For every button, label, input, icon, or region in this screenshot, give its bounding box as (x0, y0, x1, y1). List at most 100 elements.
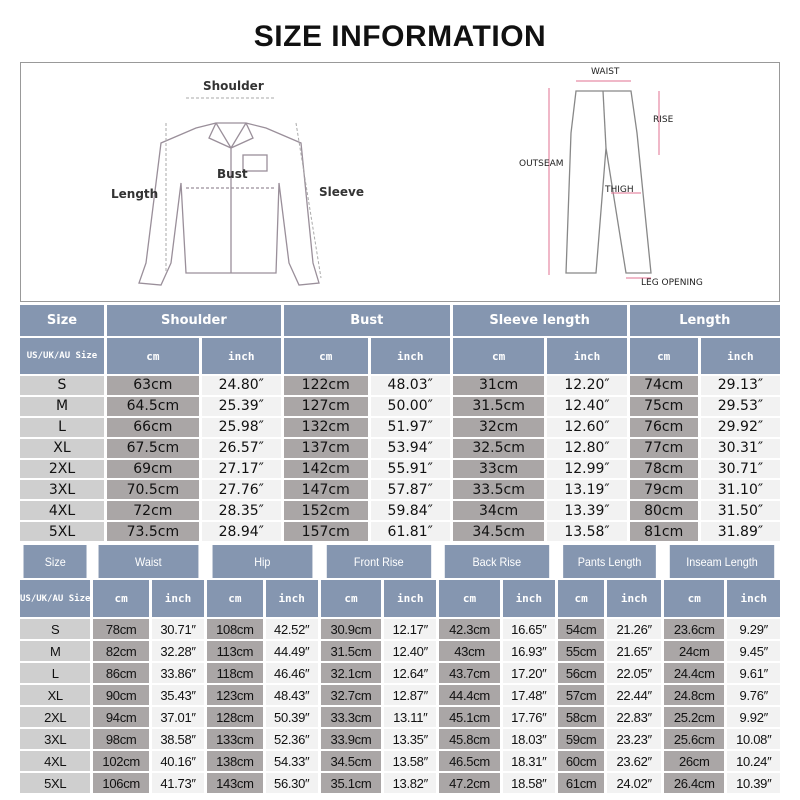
cm-cell: 78cm (629, 459, 698, 479)
inch-cell: 31.10″ (700, 480, 780, 500)
rise-label: RISE (653, 115, 674, 125)
cm-cell: 80cm (629, 501, 698, 521)
cm-cell: 55cm (557, 641, 605, 661)
inch-cell: 12.60″ (547, 417, 627, 437)
cm-cell: 25.6cm (664, 729, 725, 749)
garment-illustration (138, 80, 660, 286)
cm-cell: 86cm (93, 663, 149, 683)
inch-cell: 24.80″ (201, 376, 281, 395)
cm-cell: 81cm (629, 522, 698, 542)
cm-cell: 34cm (452, 501, 545, 521)
inch-cell: 18.03″ (502, 729, 555, 749)
cm-cell: 74cm (629, 376, 698, 395)
cm-cell: 43.7cm (439, 663, 500, 683)
inch-cell: 9.29″ (727, 619, 780, 639)
size-cell: 4XL (20, 501, 104, 521)
inch-cell: 10.08″ (727, 729, 780, 749)
size-cell: L (20, 663, 91, 683)
unit-cm: cm (664, 580, 725, 617)
inch-cell: 29.92″ (700, 417, 780, 437)
top-size-table: Size Shoulder Bust Sleeve length Length US/UK… (17, 303, 783, 543)
cm-cell: 45.8cm (439, 729, 500, 749)
inch-cell: 48.43″ (265, 685, 318, 705)
cm-cell: 106cm (93, 773, 149, 793)
inch-cell: 17.48″ (502, 685, 555, 705)
inch-cell: 41.73″ (151, 773, 205, 793)
unit-cm: cm (557, 580, 605, 617)
cm-cell: 32.7cm (320, 685, 382, 705)
inch-cell: 23.23″ (607, 729, 661, 749)
inch-cell: 35.43″ (151, 685, 205, 705)
header-inseam-length: Inseam Length (669, 545, 775, 578)
cm-cell: 127cm (283, 396, 368, 416)
table-row: M 82cm 32.28″ 113cm 44.49″ 31.5cm 12.40″ 43cm 16… (20, 641, 780, 661)
waist-label: WAIST (591, 67, 620, 77)
unit-row: US/UK/AU Size cm inch cm inch cm inch cm inch (20, 338, 780, 374)
header-front-rise: Front Rise (326, 545, 431, 578)
cm-cell: 33.9cm (320, 729, 382, 749)
unit-inch: inch (384, 580, 437, 617)
inch-cell: 56.30″ (265, 773, 318, 793)
inch-cell: 23.62″ (607, 751, 661, 771)
cm-cell: 152cm (283, 501, 368, 521)
cm-cell: 58cm (557, 707, 605, 727)
table-row: M 64.5cm 25.39″ 127cm 50.00″ 31.5cm 12.40″ 75cm… (20, 396, 780, 416)
cm-cell: 59cm (557, 729, 605, 749)
cm-cell: 133cm (207, 729, 263, 749)
unit-cm: cm (107, 338, 199, 374)
inch-cell: 40.16″ (151, 751, 205, 771)
unit-inch: inch (502, 580, 555, 617)
unit-row: US/UK/AU Size cm inch cm inch cm inch cm inch cm i… (20, 580, 780, 617)
cm-cell: 147cm (283, 480, 368, 500)
cm-cell: 56cm (557, 663, 605, 683)
inch-cell: 50.00″ (370, 396, 450, 416)
cm-cell: 67.5cm (107, 438, 199, 458)
size-cell: XL (20, 685, 91, 705)
inch-cell: 13.82″ (384, 773, 437, 793)
cm-cell: 26.4cm (664, 773, 725, 793)
page-title: SIZE INFORMATION (253, 20, 547, 53)
size-cell: 4XL (20, 751, 91, 771)
inch-cell: 9.45″ (727, 641, 780, 661)
inch-cell: 55.91″ (370, 459, 450, 479)
table-row: 5XL 106cm 41.73″ 143cm 56.30″ 35.1cm 13.82″ 47.… (20, 773, 780, 793)
inch-cell: 31.89″ (700, 522, 780, 542)
inch-cell: 16.93″ (502, 641, 555, 661)
unit-inch: inch (201, 338, 281, 374)
cm-cell: 47.2cm (439, 773, 500, 793)
size-diagram: Shoulder Bust Length Sleeve WAIST RISE O… (20, 62, 780, 302)
cm-cell: 157cm (283, 522, 368, 542)
leg-opening-label: LEG OPENING (641, 278, 703, 288)
cm-cell: 66cm (107, 417, 199, 437)
inch-cell: 24.02″ (607, 773, 661, 793)
size-cell: 3XL (20, 729, 91, 749)
inch-cell: 12.80″ (547, 438, 627, 458)
inch-cell: 12.87″ (384, 685, 437, 705)
table-row: 2XL 69cm 27.17″ 142cm 55.91″ 33cm 12.99″ 78cm 30… (20, 459, 780, 479)
table-row: S 78cm 30.71″ 108cm 42.52″ 30.9cm 12.17″ 42.3cm… (20, 619, 780, 639)
unit-cm: cm (439, 580, 500, 617)
inch-cell: 21.26″ (607, 619, 661, 639)
cm-cell: 123cm (207, 685, 263, 705)
inch-cell: 27.76″ (201, 480, 281, 500)
cm-cell: 33.5cm (452, 480, 545, 500)
inch-cell: 13.11″ (384, 707, 437, 727)
size-cell: 5XL (20, 522, 104, 542)
table-row: 3XL 70.5cm 27.76″ 147cm 57.87″ 33.5cm 13.19″ 79… (20, 480, 780, 500)
cm-cell: 78cm (93, 619, 149, 639)
cm-cell: 108cm (207, 619, 263, 639)
inch-cell: 37.01″ (151, 707, 205, 727)
cm-cell: 142cm (283, 459, 368, 479)
cm-cell: 113cm (207, 641, 263, 661)
inch-cell: 57.87″ (370, 480, 450, 500)
unit-inch: inch (607, 580, 661, 617)
cm-cell: 54cm (557, 619, 605, 639)
cm-cell: 45.1cm (439, 707, 500, 727)
inch-cell: 27.17″ (201, 459, 281, 479)
cm-cell: 128cm (207, 707, 263, 727)
cm-cell: 143cm (207, 773, 263, 793)
header-length: Length (629, 305, 780, 336)
cm-cell: 90cm (93, 685, 149, 705)
cm-cell: 33.3cm (320, 707, 382, 727)
cm-cell: 118cm (207, 663, 263, 683)
